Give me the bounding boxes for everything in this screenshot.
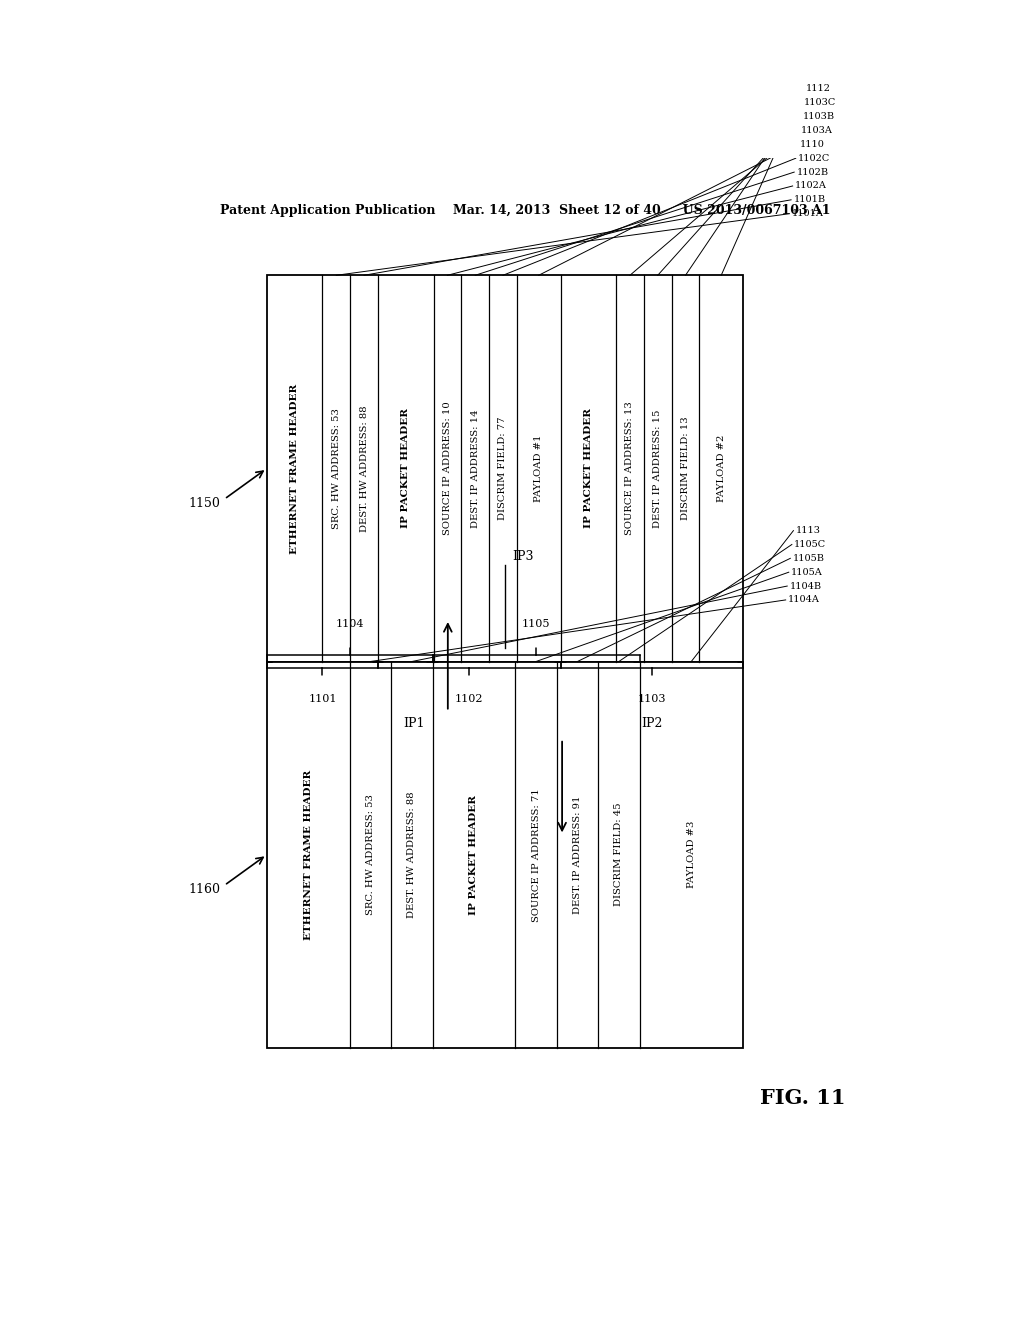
Text: 1101B: 1101B	[794, 195, 825, 205]
Text: 1110: 1110	[800, 140, 824, 149]
Text: 1105C: 1105C	[795, 540, 826, 549]
Text: 1103A: 1103A	[801, 125, 834, 135]
Text: 1101A: 1101A	[792, 209, 823, 218]
Text: 1104: 1104	[336, 619, 364, 630]
Text: IP PACKET HEADER: IP PACKET HEADER	[469, 795, 478, 915]
Bar	[267, 276, 743, 661]
Text: 1103B: 1103B	[803, 112, 835, 121]
Text: 1105: 1105	[522, 619, 550, 630]
Text: SOURCE IP ADDRESS: 13: SOURCE IP ADDRESS: 13	[626, 401, 635, 536]
Text: IP PACKET HEADER: IP PACKET HEADER	[401, 408, 411, 528]
Text: 1102C: 1102C	[798, 153, 830, 162]
Text: DEST. HW ADDRESS: 88: DEST. HW ADDRESS: 88	[359, 405, 369, 532]
Text: 1104A: 1104A	[788, 595, 820, 605]
Text: SOURCE IP ADDRESS: 71: SOURCE IP ADDRESS: 71	[531, 788, 541, 921]
Text: Patent Application Publication    Mar. 14, 2013  Sheet 12 of 40     US 2013/0067: Patent Application Publication Mar. 14, …	[219, 205, 830, 218]
Text: SOURCE IP ADDRESS: 10: SOURCE IP ADDRESS: 10	[443, 401, 452, 536]
Text: IP3: IP3	[513, 550, 535, 562]
Bar	[267, 661, 743, 1048]
Text: PAYLOAD #3: PAYLOAD #3	[687, 821, 695, 888]
Text: 1105A: 1105A	[792, 568, 823, 577]
Text: DEST. HW ADDRESS: 88: DEST. HW ADDRESS: 88	[408, 791, 417, 917]
Text: 1102: 1102	[455, 694, 483, 704]
Text: DISCRIM FIELD: 13: DISCRIM FIELD: 13	[681, 417, 690, 520]
Text: DEST. IP ADDRESS: 14: DEST. IP ADDRESS: 14	[471, 409, 479, 528]
Text: FIG. 11: FIG. 11	[760, 1088, 845, 1107]
Text: DISCRIM FIELD: 45: DISCRIM FIELD: 45	[614, 803, 624, 907]
Text: PAYLOAD #1: PAYLOAD #1	[535, 434, 543, 502]
Text: IP1: IP1	[403, 717, 424, 730]
Text: 1113: 1113	[796, 527, 821, 535]
Text: 1101: 1101	[308, 694, 337, 704]
Text: 1160: 1160	[188, 883, 220, 896]
Text: 1102B: 1102B	[797, 168, 828, 177]
Text: 1103C: 1103C	[804, 98, 837, 107]
Text: 1104B: 1104B	[790, 582, 821, 590]
Text: 1112: 1112	[806, 84, 830, 94]
Text: SRC. HW ADDRESS: 53: SRC. HW ADDRESS: 53	[332, 408, 341, 529]
Text: 1102A: 1102A	[795, 181, 826, 190]
Text: SRC. HW ADDRESS: 53: SRC. HW ADDRESS: 53	[366, 795, 375, 915]
Text: ETHERNET FRAME HEADER: ETHERNET FRAME HEADER	[290, 383, 299, 553]
Text: 1150: 1150	[188, 496, 220, 510]
Text: IP2: IP2	[641, 717, 663, 730]
Text: 1103: 1103	[638, 694, 666, 704]
Text: DEST. IP ADDRESS: 91: DEST. IP ADDRESS: 91	[572, 796, 582, 913]
Text: IP PACKET HEADER: IP PACKET HEADER	[584, 408, 593, 528]
Text: 1105B: 1105B	[793, 554, 824, 562]
Text: PAYLOAD #2: PAYLOAD #2	[717, 434, 726, 502]
Text: ETHERNET FRAME HEADER: ETHERNET FRAME HEADER	[304, 770, 312, 940]
Text: DISCRIM FIELD: 77: DISCRIM FIELD: 77	[499, 417, 508, 520]
Text: DEST. IP ADDRESS: 15: DEST. IP ADDRESS: 15	[653, 409, 663, 528]
